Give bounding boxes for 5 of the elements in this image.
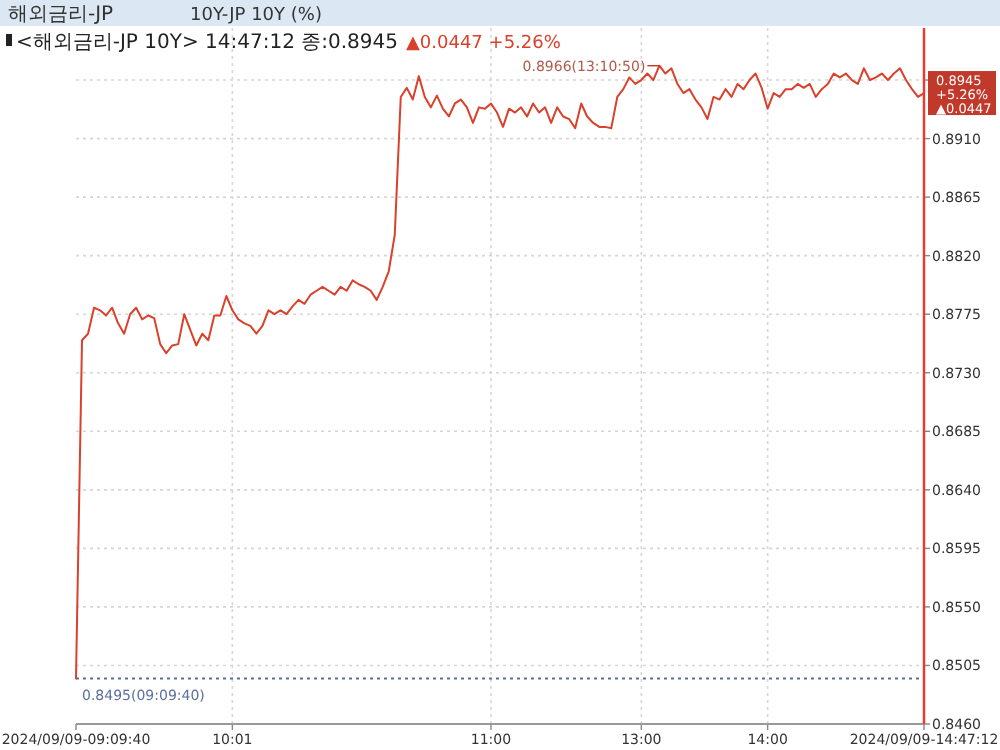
annotation: <해외금리-JP 10Y> 14:47:12 종:0.8945	[16, 32, 398, 54]
chart-subtitle: 10Y-JP 10Y (%)	[190, 6, 322, 26]
chart-title: 해외금리-JP	[8, 4, 114, 26]
line-series	[75, 64, 925, 680]
annotation: ▲0.0447 +5.26%	[406, 34, 562, 54]
